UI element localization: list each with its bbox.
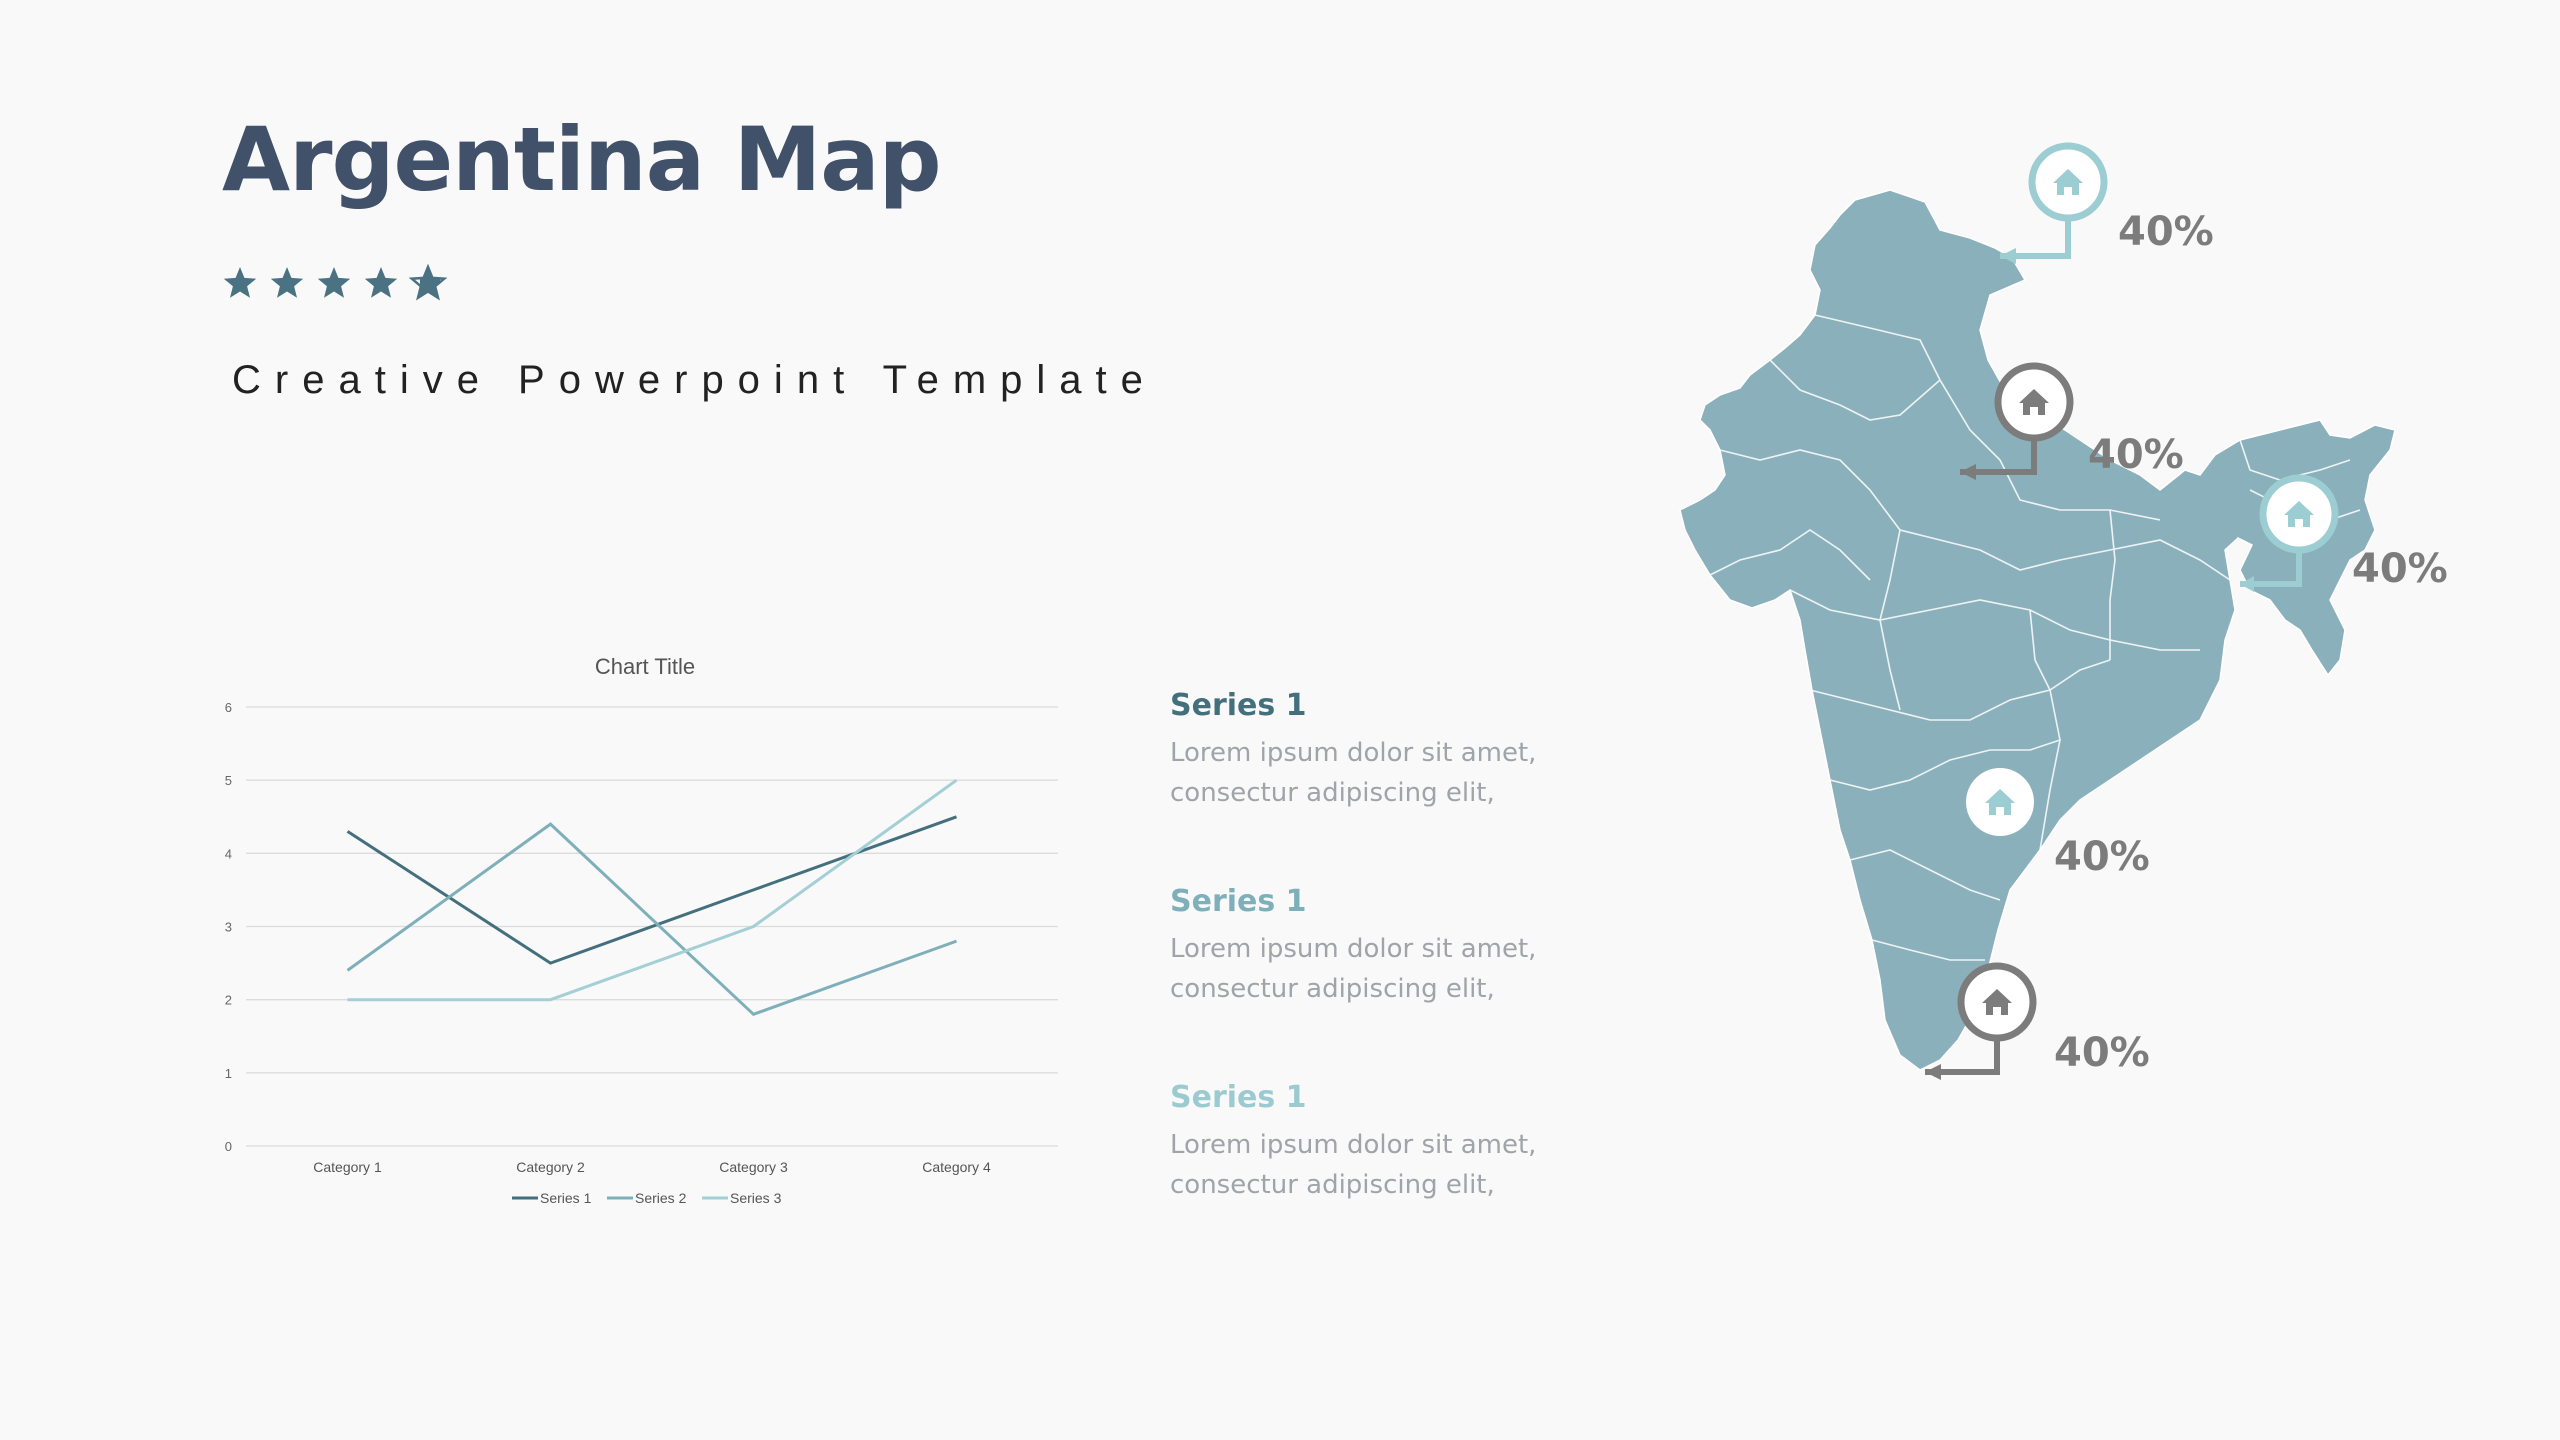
home-icon xyxy=(1985,789,2015,815)
page-subtitle: Creative Powerpoint Template xyxy=(232,358,1157,402)
series-line xyxy=(346,822,958,1017)
star-icon xyxy=(317,267,351,298)
marker-percent-label: 40% xyxy=(2088,432,2184,478)
marker-arrow xyxy=(2000,248,2016,264)
series-block-3: Series 1 Lorem ipsum dolor sit amet, con… xyxy=(1170,1080,1590,1205)
y-tick-label: 1 xyxy=(225,1066,232,1081)
marker-arrow xyxy=(1960,464,1976,480)
series-title: Series 1 xyxy=(1170,884,1307,919)
marker-arrow xyxy=(1925,1064,1941,1080)
series-line xyxy=(346,815,958,965)
chart-title: Chart Title xyxy=(595,654,695,679)
line-chart: Chart Title 0 1 2 3 4 5 6 Category 1 Category 2… xyxy=(225,654,1058,1206)
marker-arrow xyxy=(2240,576,2254,592)
country-shape xyxy=(1679,189,2396,1071)
home-icon xyxy=(1982,989,2012,1015)
legend-label: Series 2 xyxy=(635,1190,687,1206)
marker-percent-label: 40% xyxy=(2054,1030,2150,1076)
series-description: Lorem ipsum dolor sit amet, consectur ad… xyxy=(1170,1130,1537,1200)
marker-connector xyxy=(2240,544,2302,587)
marker-percent-label: 40% xyxy=(2054,834,2150,880)
home-icon xyxy=(2053,169,2083,195)
page-title: Argentina Map xyxy=(222,108,942,211)
series-line xyxy=(347,778,958,1002)
star-icon xyxy=(270,267,304,298)
y-tick-label: 4 xyxy=(225,846,232,861)
map-marker: 40% xyxy=(1960,362,2184,480)
marker-connector xyxy=(1960,432,2037,475)
marker-connector xyxy=(1925,1032,2000,1075)
country-map: 40% 40% 40% 40% 40% xyxy=(1679,142,2448,1080)
legend-label: Series 3 xyxy=(730,1190,782,1206)
x-tick-label: Category 1 xyxy=(313,1159,382,1175)
y-tick-label: 2 xyxy=(225,993,232,1008)
series-title: Series 1 xyxy=(1170,1080,1307,1115)
marker-percent-label: 40% xyxy=(2118,209,2214,255)
x-tick-label: Category 2 xyxy=(516,1159,585,1175)
y-tick-label: 6 xyxy=(225,700,232,715)
series-block-1: Series 1 Lorem ipsum dolor sit amet, con… xyxy=(1170,688,1590,813)
home-icon xyxy=(2019,389,2049,415)
legend-label: Series 1 xyxy=(540,1190,592,1206)
star-icon xyxy=(223,267,257,298)
map-marker: 40% xyxy=(2000,142,2214,264)
marker-connector xyxy=(2000,212,2071,259)
map-marker: 40% xyxy=(2240,474,2448,592)
star-icon xyxy=(364,267,398,298)
rating-stars xyxy=(223,263,448,301)
y-tick-label: 0 xyxy=(225,1139,232,1154)
home-icon xyxy=(2284,501,2314,527)
series-block-2: Series 1 Lorem ipsum dolor sit amet, con… xyxy=(1170,884,1590,1009)
x-tick-label: Category 4 xyxy=(922,1159,991,1175)
marker-percent-label: 40% xyxy=(2352,546,2448,592)
x-tick-label: Category 3 xyxy=(719,1159,788,1175)
map-marker: 40% xyxy=(1925,962,2150,1080)
series-description: Lorem ipsum dolor sit amet, consectur ad… xyxy=(1170,738,1537,808)
series-description: Lorem ipsum dolor sit amet, consectur ad… xyxy=(1170,934,1537,1004)
half-star-fill xyxy=(420,267,440,298)
y-tick-label: 3 xyxy=(225,920,232,935)
map-marker: 40% xyxy=(1966,768,2150,880)
series-title: Series 1 xyxy=(1170,688,1307,723)
y-tick-label: 5 xyxy=(225,773,232,788)
